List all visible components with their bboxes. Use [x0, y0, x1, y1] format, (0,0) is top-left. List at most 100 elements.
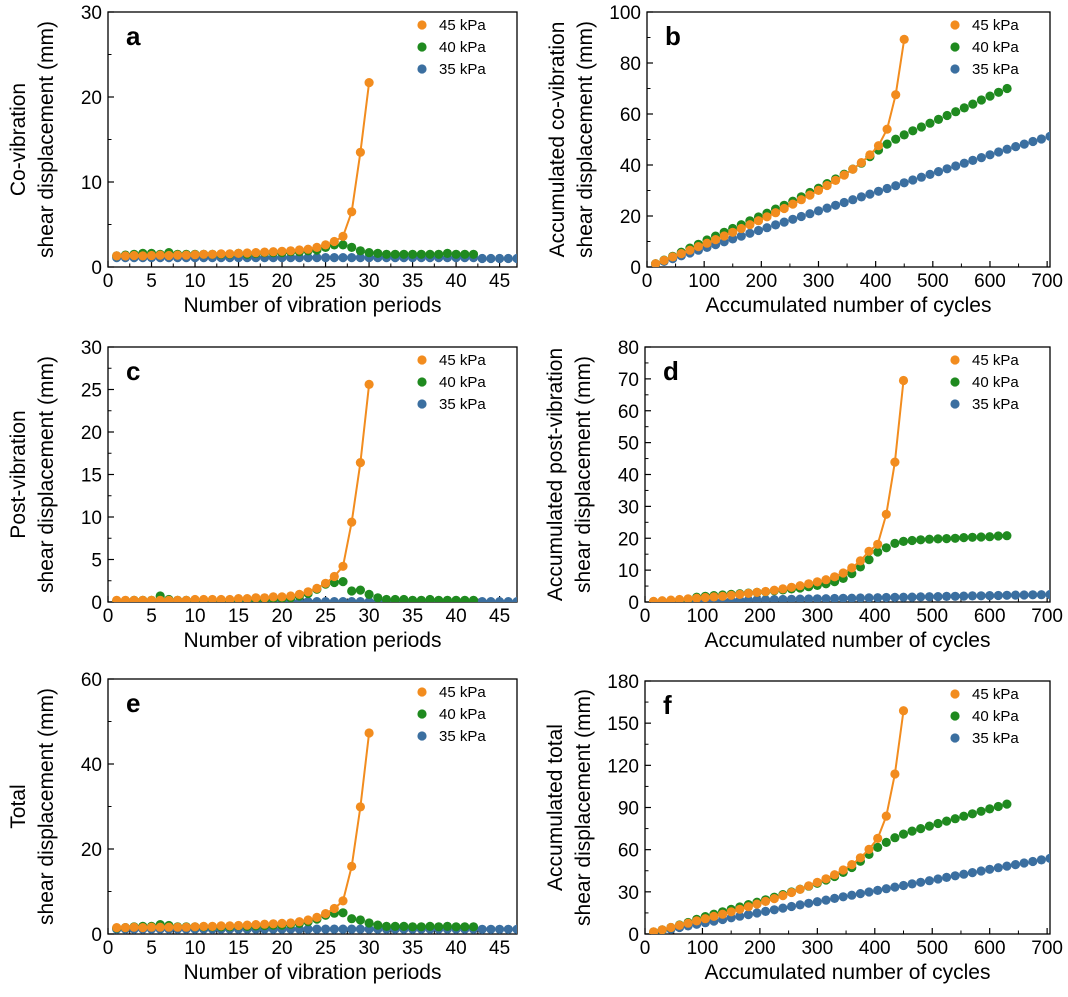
data-point — [881, 811, 891, 821]
data-point — [769, 894, 779, 904]
data-point — [512, 253, 517, 264]
data-point — [460, 249, 470, 259]
data-point — [225, 249, 235, 259]
data-point — [674, 594, 685, 602]
data-point — [795, 594, 805, 602]
x-tick-label: 200 — [744, 938, 776, 959]
data-point — [1045, 853, 1050, 863]
legend-label: 35 kPa — [972, 396, 1019, 413]
data-point — [898, 829, 909, 839]
legend-label: 35 kPa — [439, 396, 486, 413]
data-point — [138, 251, 148, 261]
data-point — [838, 865, 848, 875]
data-point — [260, 247, 270, 257]
data-point — [355, 585, 365, 595]
data-point — [390, 249, 400, 259]
panel-label: c — [126, 356, 140, 386]
data-point — [847, 860, 857, 870]
data-point — [329, 253, 339, 263]
data-point — [364, 918, 374, 928]
data-point — [762, 223, 772, 233]
data-point — [916, 122, 927, 132]
data-point — [286, 591, 296, 601]
data-point — [907, 592, 917, 602]
data-point — [364, 379, 374, 389]
data-point — [847, 593, 857, 602]
y-tick-label: 80 — [618, 338, 639, 359]
data-point — [312, 242, 322, 252]
data-point — [277, 918, 287, 929]
legend-label: 40 kPa — [439, 39, 486, 56]
data-point — [1045, 131, 1050, 141]
data-point — [950, 814, 960, 824]
data-point — [839, 170, 849, 180]
data-point — [873, 885, 883, 896]
data-point — [659, 255, 669, 265]
data-point — [1010, 590, 1021, 600]
data-point — [743, 588, 754, 599]
data-point — [856, 158, 867, 168]
data-point — [873, 186, 884, 196]
data-point — [1019, 590, 1029, 600]
y-axis-title: Post-vibration — [7, 410, 30, 538]
data-point — [373, 593, 383, 602]
data-point — [495, 924, 505, 934]
data-point — [312, 253, 322, 263]
data-point — [735, 911, 745, 921]
x-tick-label: 35 — [402, 271, 423, 292]
data-point — [390, 921, 400, 932]
data-point — [347, 207, 357, 217]
data-point — [338, 231, 348, 241]
data-point — [649, 596, 659, 602]
data-point — [795, 581, 805, 591]
data-point — [277, 592, 287, 602]
data-point — [190, 594, 200, 602]
data-point — [207, 249, 217, 259]
x-tick-label: 100 — [687, 938, 719, 959]
data-point — [753, 225, 764, 236]
legend-marker — [950, 20, 960, 30]
data-point — [891, 181, 901, 191]
data-point — [907, 535, 917, 546]
data-point — [942, 110, 952, 121]
data-point — [503, 253, 513, 264]
data-point — [976, 866, 986, 876]
data-point — [225, 594, 235, 602]
x-tick-label: 600 — [974, 271, 1006, 292]
data-point — [821, 874, 831, 884]
data-point — [873, 539, 883, 549]
data-point — [898, 880, 909, 891]
data-point — [1002, 799, 1012, 809]
data-point — [512, 597, 517, 602]
data-point — [321, 578, 331, 588]
data-point — [146, 922, 157, 932]
series-line — [653, 380, 905, 602]
data-point — [761, 906, 771, 917]
data-point — [338, 924, 348, 934]
data-point — [882, 124, 892, 134]
series-45-kPa — [651, 34, 909, 267]
data-point — [321, 597, 331, 602]
x-axis-title: Number of vibration periods — [184, 961, 442, 984]
legend-marker — [950, 377, 960, 387]
data-point — [942, 164, 952, 174]
legend-label: 45 kPa — [439, 17, 486, 34]
data-point — [951, 107, 961, 117]
data-point — [805, 190, 815, 200]
data-point — [864, 593, 874, 602]
data-point — [976, 532, 986, 542]
data-point — [329, 924, 339, 934]
data-point — [881, 837, 891, 848]
data-point — [752, 595, 762, 602]
data-point — [778, 891, 788, 901]
y-tick-label: 0 — [630, 258, 641, 279]
x-tick-label: 700 — [1031, 271, 1063, 292]
data-point — [786, 582, 797, 592]
data-point — [683, 594, 693, 602]
chart-panel-e: 0 5 10 15 20 25 30 35 40 45 0 20 40 60 Number of vibra… — [7, 670, 518, 984]
data-point — [847, 890, 857, 900]
x-tick-label: 15 — [228, 606, 249, 627]
y-axis-title: shear displacement (mm) — [572, 689, 595, 926]
data-point — [709, 592, 719, 602]
data-point — [898, 536, 909, 547]
